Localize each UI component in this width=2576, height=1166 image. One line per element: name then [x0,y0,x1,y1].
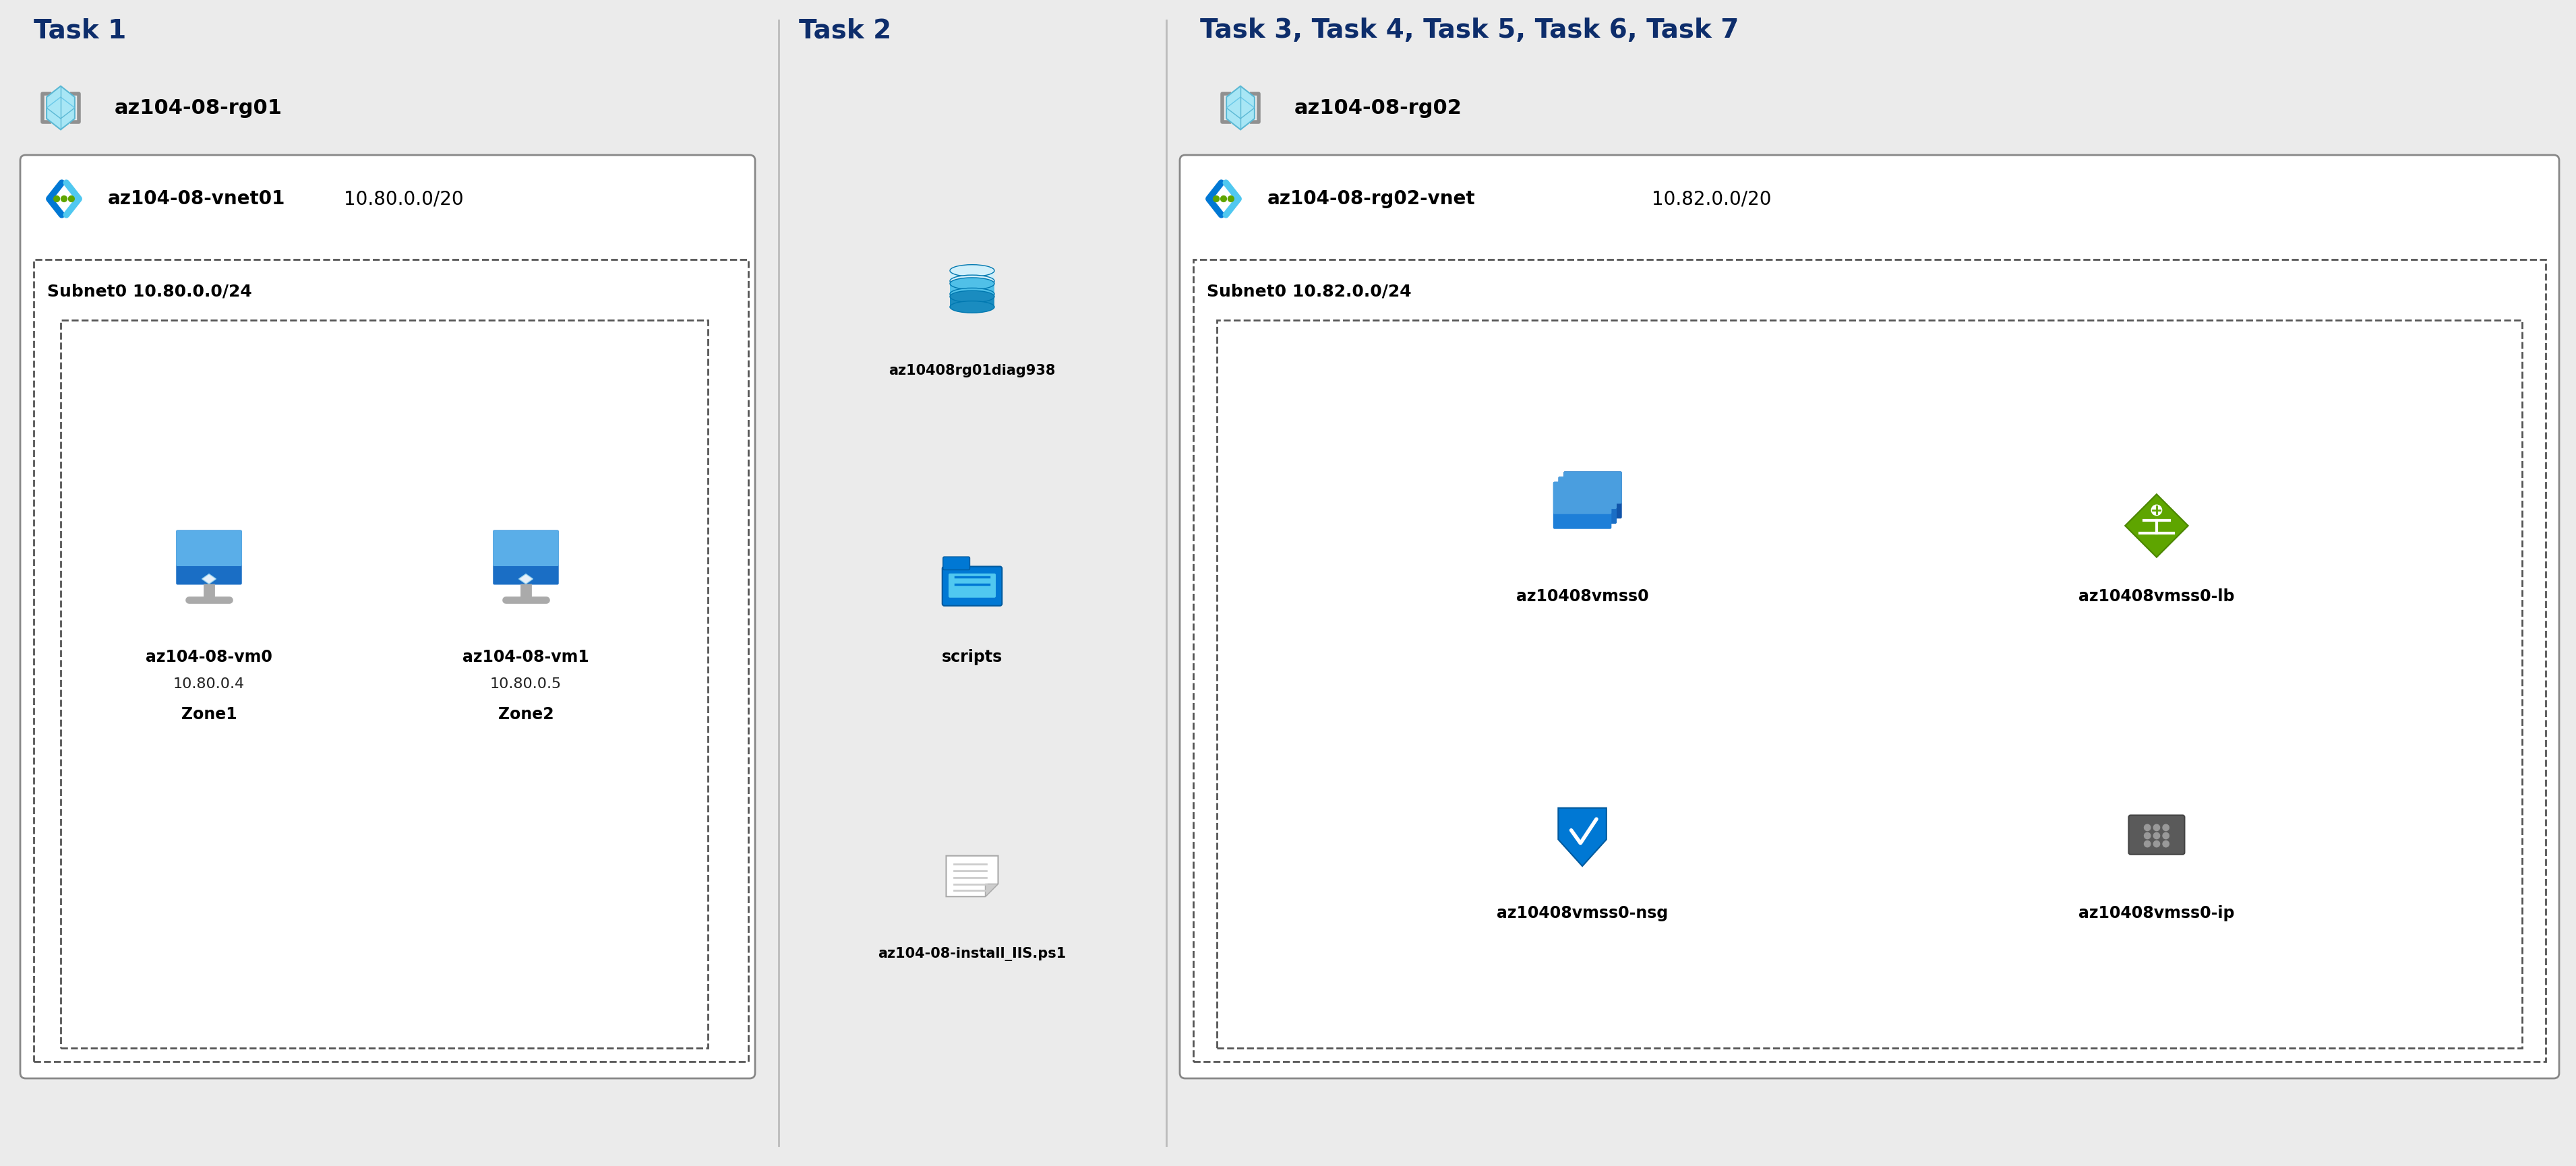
Ellipse shape [951,265,994,276]
Text: az10408vmss0: az10408vmss0 [1517,589,1649,604]
Circle shape [70,196,75,202]
Bar [33,260,747,1061]
Text: Subnet0 10.82.0.0/24: Subnet0 10.82.0.0/24 [1206,283,1412,300]
FancyBboxPatch shape [1553,482,1613,529]
Circle shape [2164,824,2169,830]
Ellipse shape [951,278,994,289]
Circle shape [1229,196,1234,202]
Bar [951,271,994,281]
Text: scripts: scripts [943,649,1002,666]
Text: 10.80.0.0/20: 10.80.0.0/20 [343,189,464,209]
Circle shape [2154,841,2159,847]
Circle shape [2143,833,2151,838]
FancyBboxPatch shape [2128,815,2184,855]
Polygon shape [2125,494,2187,557]
Text: 10.82.0.0/20: 10.82.0.0/20 [1651,189,1772,209]
Circle shape [1213,196,1218,202]
FancyBboxPatch shape [1564,471,1623,504]
Ellipse shape [951,301,994,312]
Text: Zone2: Zone2 [497,707,554,723]
Text: az10408vmss0-lb: az10408vmss0-lb [2079,589,2233,604]
Polygon shape [1226,86,1255,129]
FancyBboxPatch shape [1558,477,1618,524]
Text: Task 3, Task 4, Task 5, Task 6, Task 7: Task 3, Task 4, Task 5, Task 6, Task 7 [1200,17,1739,43]
Text: az104-08-rg02-vnet: az104-08-rg02-vnet [1267,189,1476,209]
FancyBboxPatch shape [1180,155,2558,1079]
Text: az104-08-rg02: az104-08-rg02 [1293,98,1463,118]
Circle shape [54,196,59,202]
Bar [1193,260,2545,1061]
Ellipse shape [951,288,994,300]
Polygon shape [1558,808,1607,866]
Ellipse shape [951,290,994,302]
Text: Zone1: Zone1 [180,707,237,723]
Polygon shape [945,856,997,897]
Text: az10408vmss0-ip: az10408vmss0-ip [2079,905,2233,921]
Text: az104-08-vnet01: az104-08-vnet01 [108,189,286,209]
Text: az104-08-vm0: az104-08-vm0 [147,649,273,666]
Text: 10.80.0.5: 10.80.0.5 [489,677,562,690]
Bar [62,321,708,1048]
Circle shape [62,196,67,202]
Circle shape [2143,824,2151,830]
FancyBboxPatch shape [943,557,969,570]
Text: Task 2: Task 2 [799,17,891,43]
Circle shape [2154,833,2159,838]
Ellipse shape [951,275,994,287]
Polygon shape [46,86,75,129]
FancyBboxPatch shape [492,531,559,584]
FancyBboxPatch shape [948,574,997,598]
FancyBboxPatch shape [1553,482,1613,514]
Text: az104-08-install_IIS.ps1: az104-08-install_IIS.ps1 [878,947,1066,961]
Circle shape [2164,833,2169,838]
Bar [1216,321,2522,1048]
Text: Subnet0 10.80.0.0/24: Subnet0 10.80.0.0/24 [46,283,252,300]
Text: az10408rg01diag938: az10408rg01diag938 [889,364,1056,378]
Text: az104-08-vm1: az104-08-vm1 [464,649,590,666]
FancyBboxPatch shape [1564,471,1623,519]
Polygon shape [201,574,216,584]
Circle shape [2164,841,2169,847]
FancyBboxPatch shape [175,531,242,584]
Bar [951,283,994,294]
FancyBboxPatch shape [21,155,755,1079]
Text: Task 1: Task 1 [33,17,126,43]
Polygon shape [984,884,997,897]
FancyBboxPatch shape [1558,477,1618,508]
Circle shape [1221,196,1226,202]
Circle shape [2143,841,2151,847]
Bar [951,296,994,307]
Circle shape [2154,824,2159,830]
Text: 10.80.0.4: 10.80.0.4 [173,677,245,690]
Text: az10408vmss0-nsg: az10408vmss0-nsg [1497,905,1669,921]
Circle shape [2151,505,2161,515]
FancyBboxPatch shape [943,567,1002,606]
Polygon shape [518,574,533,584]
Text: az104-08-rg01: az104-08-rg01 [113,98,283,118]
FancyBboxPatch shape [492,531,559,567]
FancyBboxPatch shape [175,531,242,567]
